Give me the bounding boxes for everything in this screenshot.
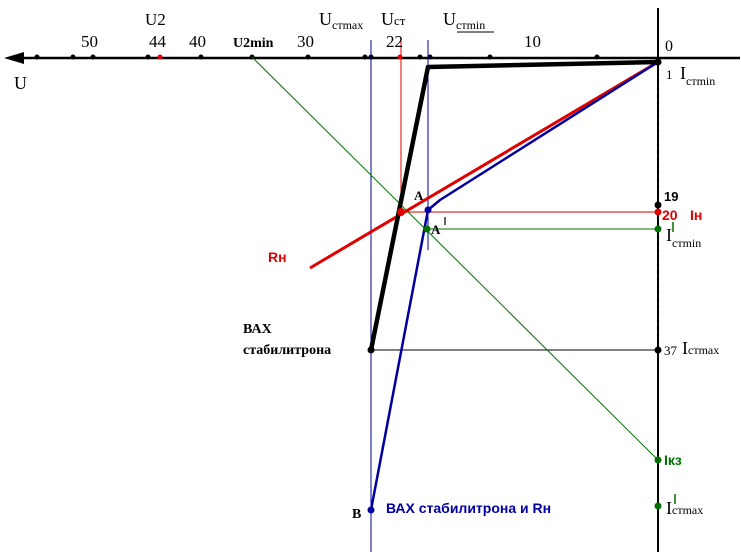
zener-end-marker (367, 346, 375, 354)
voltage-axis-arrow-icon (4, 52, 24, 64)
tick-40-label: 40 (189, 32, 206, 51)
point-b-marker (367, 506, 375, 514)
i19-label: 19 (664, 189, 678, 204)
current-axis-ticks (656, 73, 660, 344)
rn-load-line (309, 60, 659, 270)
istmax-label: Iстmax (682, 338, 719, 358)
tick-10-label: 10 (524, 32, 541, 51)
operating-point-marker (397, 208, 405, 216)
zener-vax-curve (368, 59, 659, 351)
istmax2-marker (654, 502, 662, 510)
u2-value-label: 44 (149, 32, 167, 51)
vax-combined-label: ВАХ стабилитрона и Rн (386, 500, 551, 516)
i1-label: 1 (666, 67, 673, 82)
ikz-label: Iкз (664, 452, 682, 468)
u2-label: U2 (145, 10, 166, 29)
in-label: Iн (690, 207, 702, 223)
source-load-line (251, 56, 659, 461)
in-marker (654, 208, 662, 216)
point-b-label: B (352, 507, 361, 522)
rn-label: Rн (268, 249, 287, 265)
istmax2-label: Iстmax (666, 498, 703, 518)
u-axis-label: U (14, 73, 27, 93)
vax-zener-label-1: ВАХ (243, 322, 272, 337)
i37-marker (654, 346, 662, 354)
i20-label: 20 (662, 207, 678, 223)
ustmin-label: Uстmin (443, 9, 485, 32)
istmin-label: Iстmin (680, 63, 715, 88)
i19-marker (654, 201, 662, 209)
i1-marker (654, 58, 662, 66)
point-a-label: A (414, 188, 424, 203)
point-a-marker (424, 206, 432, 214)
i37-label: 37 (664, 343, 678, 358)
u2min-label: U2min (233, 36, 274, 51)
vax-zener-label-2: стабилитрона (243, 343, 331, 358)
tick-50-label: 50 (81, 32, 98, 51)
ust-label: Uст (381, 9, 406, 29)
origin-label: 0 (665, 38, 673, 55)
ikz-marker (654, 456, 662, 464)
point-a2-marker (423, 225, 431, 233)
combined-vax-curve (369, 60, 659, 511)
point-a2-label: A (431, 222, 441, 237)
tick-30-label: 30 (297, 32, 314, 51)
istmin2-label: Iстmin (666, 225, 701, 250)
ustmax-label: Uстmax (319, 9, 363, 32)
tick-22-label: 22 (386, 32, 403, 51)
istmin2-marker (654, 225, 662, 233)
